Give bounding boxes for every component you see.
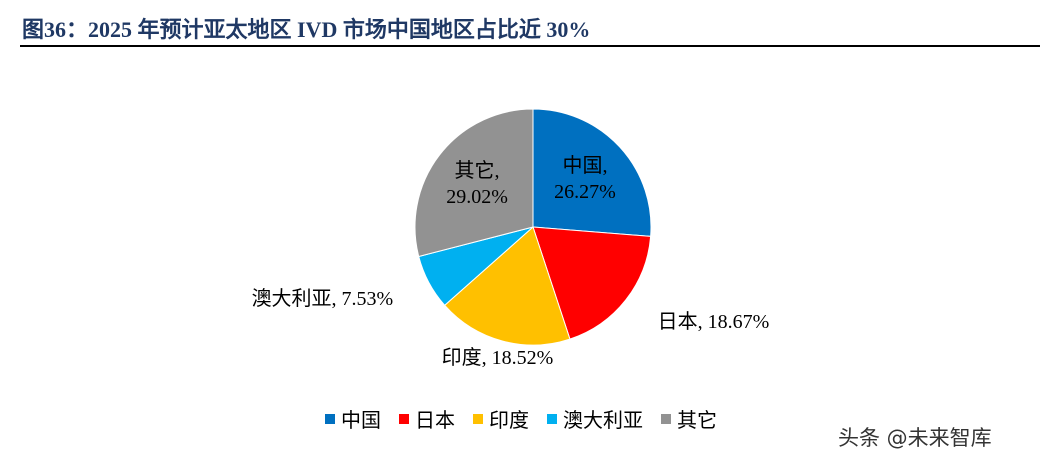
legend-swatch [661,413,671,424]
legend-label: 中国 [341,410,381,432]
watermark: 头条 @未来智库 [838,426,992,450]
legend-label: 日本 [415,410,455,432]
legend-item: 其它 [661,404,717,433]
legend-label: 其它 [677,410,717,432]
legend-item: 日本 [399,404,455,433]
legend-label: 印度 [489,410,529,432]
data-label: 澳大利亚, 7.53% [251,288,394,311]
data-label: 日本, 18.67% [657,310,770,333]
pie-slice [414,108,534,258]
legend-swatch [325,413,335,424]
legend-label: 澳大利亚 [563,410,643,432]
legend-item: 印度 [473,404,529,433]
legend-item: 中国 [325,404,381,433]
title-rule [20,45,1040,47]
legend-item: 澳大利亚 [547,404,643,433]
legend-swatch [547,413,557,424]
data-label: 中国, 26.27% [554,154,616,203]
legend-swatch [399,413,409,424]
data-label: 其它, 29.02% [446,159,508,208]
pie-slice [532,108,652,237]
pie-slice [532,226,652,340]
legend-swatch [473,413,483,424]
pie-slice [444,226,571,346]
legend: 中国 日本 印度 澳大利亚 其它 [0,404,1042,433]
data-label: 印度, 18.52% [441,347,554,369]
chart-title: 图36：2025 年预计亚太地区 IVD 市场中国地区占比近 30% [22,17,591,42]
